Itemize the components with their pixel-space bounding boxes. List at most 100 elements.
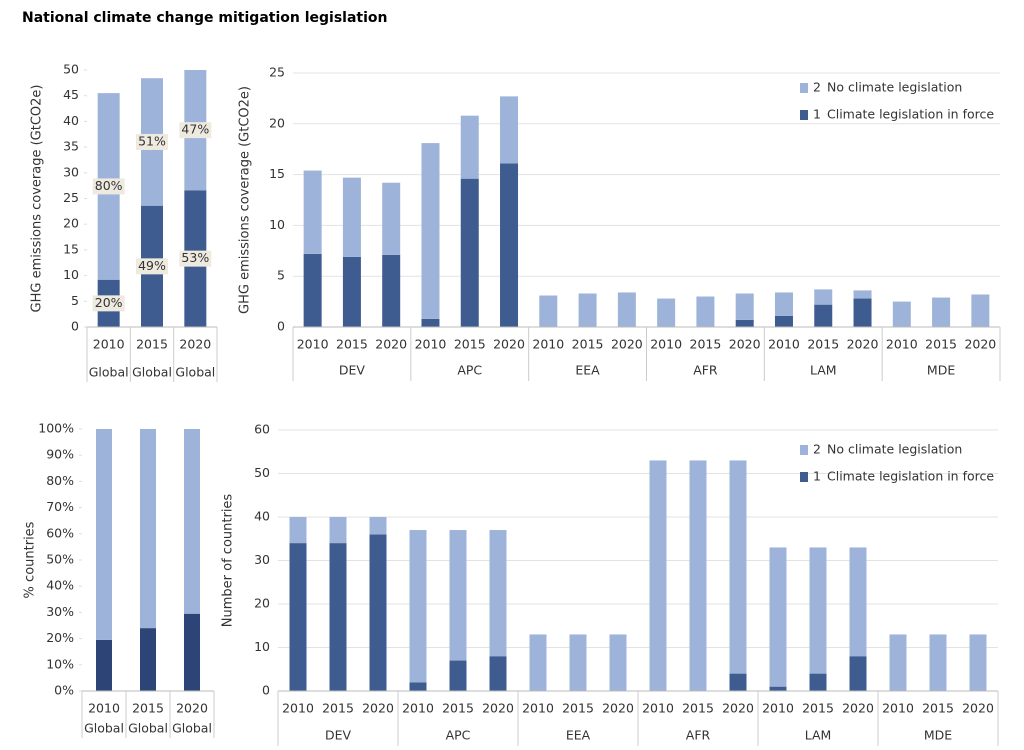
x-tick-label: 2015 bbox=[807, 337, 839, 352]
bar-segment bbox=[342, 256, 361, 327]
y-tick-label: 60% bbox=[46, 525, 74, 540]
bar-segment bbox=[303, 170, 322, 254]
bar-segment bbox=[369, 534, 387, 691]
y-axis-title: % countries bbox=[23, 521, 38, 598]
y-tick-label: 40% bbox=[46, 578, 74, 593]
y-tick-label: 15 bbox=[63, 241, 79, 256]
legend-key: 1 bbox=[813, 107, 821, 122]
y-tick-label: 80% bbox=[46, 473, 74, 488]
group-label: AFR bbox=[693, 363, 718, 378]
x-tick-label: 2010 bbox=[768, 337, 800, 352]
x-tick-label: 2020 bbox=[842, 701, 874, 716]
label-box bbox=[136, 133, 168, 150]
x-tick-label: 2010 bbox=[650, 337, 682, 352]
bar-segment bbox=[184, 429, 200, 614]
y-tick-label: 50 bbox=[63, 62, 79, 77]
label-box bbox=[136, 258, 168, 275]
bar-segment bbox=[460, 178, 479, 327]
bar-segment bbox=[500, 163, 519, 327]
share-label: 53% bbox=[181, 250, 209, 265]
legend-swatch bbox=[800, 83, 808, 93]
bar-segment bbox=[489, 530, 507, 657]
y-tick-label: 0% bbox=[54, 683, 74, 698]
legend-key: 2 bbox=[813, 80, 821, 95]
y-tick-label: 25 bbox=[269, 65, 285, 80]
legend-swatch bbox=[800, 445, 808, 455]
group-label: Global bbox=[84, 721, 124, 736]
x-tick-label: 2020 bbox=[964, 337, 996, 352]
y-tick-label: 40 bbox=[63, 113, 79, 128]
bar-segment bbox=[529, 634, 547, 691]
y-tick-label: 15 bbox=[269, 166, 285, 181]
x-tick-label: 2010 bbox=[93, 337, 125, 352]
bar-segment bbox=[303, 253, 322, 327]
y-tick-label: 0 bbox=[71, 319, 79, 334]
x-tick-label: 2020 bbox=[362, 701, 394, 716]
share-label: 51% bbox=[138, 133, 166, 148]
group-label: Global bbox=[132, 365, 172, 380]
x-tick-label: 2015 bbox=[922, 701, 954, 716]
bar-segment bbox=[774, 292, 793, 316]
x-tick-label: 2010 bbox=[402, 701, 434, 716]
bar-segment bbox=[892, 301, 911, 327]
y-tick-label: 35 bbox=[63, 139, 79, 154]
x-tick-label: 2015 bbox=[132, 701, 164, 716]
group-label: LAM bbox=[810, 363, 837, 378]
x-tick-label: 2020 bbox=[482, 701, 514, 716]
bar-segment bbox=[184, 613, 200, 691]
x-tick-label: 2020 bbox=[176, 701, 208, 716]
bar-segment bbox=[500, 96, 519, 164]
share-label: 49% bbox=[138, 258, 166, 273]
y-tick-label: 30% bbox=[46, 604, 74, 619]
bar-segment bbox=[289, 517, 307, 544]
bar-segment bbox=[449, 660, 467, 691]
bar-segment bbox=[617, 292, 636, 327]
bar-segment bbox=[578, 293, 597, 327]
y-tick-label: 20% bbox=[46, 630, 74, 645]
x-tick-label: 2010 bbox=[642, 701, 674, 716]
group-label: DEV bbox=[325, 728, 352, 743]
bar-segment bbox=[289, 543, 307, 691]
bar-segment bbox=[774, 315, 793, 327]
y-tick-label: 70% bbox=[46, 499, 74, 514]
x-tick-label: 2015 bbox=[136, 337, 168, 352]
bar-segment bbox=[140, 628, 156, 691]
x-tick-label: 2020 bbox=[179, 337, 211, 352]
bar-segment bbox=[460, 115, 479, 179]
bar-segment bbox=[729, 673, 747, 691]
label-box bbox=[179, 250, 212, 267]
bar-segment bbox=[769, 547, 787, 687]
group-label: DEV bbox=[339, 363, 366, 378]
y-axis-title: GHG emissions coverage (GtCO2e) bbox=[30, 85, 45, 313]
group-label: MDE bbox=[924, 728, 952, 743]
y-tick-label: 0 bbox=[262, 683, 270, 698]
x-tick-label: 2010 bbox=[882, 701, 914, 716]
x-tick-label: 2020 bbox=[962, 701, 994, 716]
y-tick-label: 20 bbox=[63, 216, 79, 231]
bar-segment bbox=[729, 460, 747, 674]
x-tick-label: 2015 bbox=[682, 701, 714, 716]
x-tick-label: 2020 bbox=[602, 701, 634, 716]
bar-segment bbox=[96, 639, 112, 691]
bar-segment bbox=[329, 543, 347, 691]
bar-segment bbox=[809, 547, 827, 674]
bar-segment bbox=[609, 634, 627, 691]
bar-segment bbox=[382, 182, 401, 255]
bar-segment bbox=[489, 656, 507, 691]
bar-segment bbox=[696, 296, 715, 327]
y-tick-label: 50% bbox=[46, 552, 74, 567]
x-tick-label: 2015 bbox=[322, 701, 354, 716]
group-label: LAM bbox=[805, 728, 832, 743]
bar-segment bbox=[649, 460, 667, 691]
legend-label: Climate legislation in force bbox=[827, 107, 994, 122]
bar-segment bbox=[809, 673, 827, 691]
bar-segment bbox=[449, 530, 467, 661]
bar-segment bbox=[889, 634, 907, 691]
bar-segment bbox=[971, 294, 990, 327]
y-tick-label: 0 bbox=[277, 319, 285, 334]
group-label: Global bbox=[128, 721, 168, 736]
legend-label: No climate legislation bbox=[827, 442, 962, 457]
y-tick-label: 10 bbox=[254, 639, 270, 654]
label-box bbox=[179, 122, 212, 139]
group-label: Global bbox=[172, 721, 212, 736]
